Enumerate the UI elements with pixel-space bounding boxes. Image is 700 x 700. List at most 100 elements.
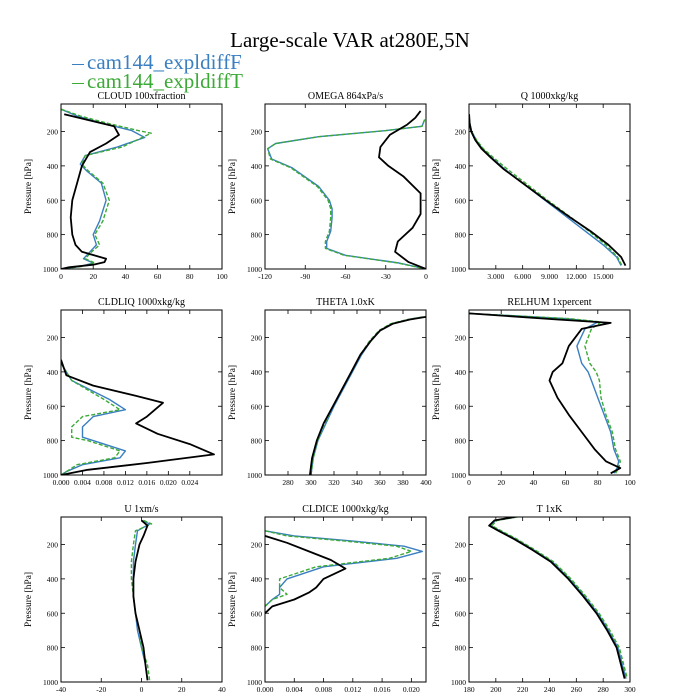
x-tick-label: 100 [624,478,636,487]
panel-title: OMEGA 864xPa/s [308,91,383,102]
x-tick-label: 340 [351,478,363,487]
x-tick-label: 220 [517,685,529,694]
y-tick-label: 200 [251,541,263,550]
x-tick-label: -120 [258,272,272,281]
series-line-control [265,535,347,614]
x-tick-label: 380 [397,478,409,487]
y-tick-label: 400 [47,162,59,171]
x-tick-label: -40 [56,685,66,694]
series-line-expldiffF [61,362,127,475]
plot-frame [468,516,631,683]
x-tick-label: 0.000 [53,478,70,487]
y-tick-label: 1000 [451,678,466,687]
y-tick-label: 600 [251,609,263,618]
panel-title: Q 1000xkg/kg [521,91,579,102]
y-tick-label: 800 [251,437,263,446]
legend-entry-expldiffT: cam144_expldiffT [72,69,243,94]
series-line-expldiffF [469,114,622,266]
y-tick-label: 600 [251,196,263,205]
y-tick-label: 600 [455,402,467,411]
y-tick-label: 400 [47,368,59,377]
series-line-expldiffF [267,119,426,269]
series-line-expldiffF [489,517,627,679]
series-line-expldiffT [469,114,623,266]
y-axis-label: Pressure [hPa] [24,572,34,627]
x-tick-label: 100 [216,272,228,281]
x-tick-label: 40 [122,272,130,281]
panel-title: CLDICE 1000xkg/kg [302,504,388,515]
y-tick-label: 600 [47,402,59,411]
series-line-control [469,312,622,475]
series-line-control [309,316,426,475]
y-tick-label: 400 [455,162,467,171]
panel-title: CLDLIQ 1000xkg/kg [98,297,185,308]
series-line-expldiffT [61,108,152,269]
x-tick-label: -30 [381,272,391,281]
x-tick-label: 0 [140,685,144,694]
x-tick-label: 12.000 [566,272,587,281]
y-tick-label: 200 [455,334,467,343]
y-axis-label: Pressure [hPa] [24,159,34,214]
y-tick-label: 400 [455,368,467,377]
legend-label: cam144_expldiffT [87,69,243,93]
series-line-expldiffT [130,519,153,681]
x-tick-label: 0.020 [403,685,420,694]
y-tick-label: 800 [47,231,59,240]
y-tick-label: 400 [251,368,263,377]
plot-frame [60,309,223,476]
y-axis-label: Pressure [hPa] [24,365,34,420]
y-tick-label: 400 [455,575,467,584]
y-tick-label: 1000 [247,678,262,687]
legend-swatch [72,82,84,84]
x-tick-label: 280 [282,478,294,487]
y-tick-label: 1000 [43,265,58,274]
series-line-expldiffF [61,108,146,269]
plot-frame [60,103,223,270]
x-tick-label: 0.012 [117,478,134,487]
plot-frame [264,309,427,476]
series-line-control [132,519,149,681]
x-tick-label: 80 [186,272,194,281]
x-tick-label: 400 [420,478,432,487]
panel-title: RELHUM 1xpercent [507,297,591,308]
y-tick-label: 800 [47,437,59,446]
series-line-control [469,114,627,267]
x-tick-label: 0.000 [257,685,274,694]
y-tick-label: 200 [47,541,59,550]
x-tick-label: 320 [328,478,340,487]
x-tick-label: 0.024 [181,478,198,487]
x-tick-label: 60 [562,478,570,487]
y-tick-label: 1000 [43,678,58,687]
panel-6: U 1xm/s Pressure [hPa] -40 -20 0 20 40 200 400 60… [24,504,226,694]
y-axis-label: Pressure [hPa] [228,365,238,420]
legend-swatch [72,63,84,65]
y-tick-label: 200 [251,128,263,137]
panel-title: T 1xK [537,504,563,515]
x-tick-label: 9.000 [541,272,558,281]
x-tick-label: -20 [96,685,106,694]
x-tick-label: 80 [594,478,602,487]
series-line-control [61,359,215,475]
y-tick-label: 800 [47,644,59,653]
x-tick-label: 0.008 [95,478,112,487]
series-line-control [488,517,626,679]
y-tick-label: 200 [455,128,467,137]
series-line-expldiffT [310,316,423,475]
y-tick-label: 800 [251,231,263,240]
y-tick-label: 1000 [451,471,466,480]
legend-label: cam144_expldiffF [87,50,242,74]
series-line-expldiffF [469,312,620,474]
y-axis-label: Pressure [hPa] [432,572,442,627]
x-tick-label: 0 [467,478,471,487]
x-tick-label: 0.016 [374,685,391,694]
y-tick-label: 1000 [43,471,58,480]
series-line-expldiffT [267,119,426,269]
x-tick-label: 300 [305,478,317,487]
x-tick-label: 300 [624,685,636,694]
y-tick-label: 200 [455,541,467,550]
x-tick-label: 0.004 [286,685,303,694]
x-tick-label: 240 [544,685,556,694]
y-tick-label: 600 [455,609,467,618]
x-tick-label: 20 [178,685,186,694]
x-tick-label: 180 [463,685,475,694]
